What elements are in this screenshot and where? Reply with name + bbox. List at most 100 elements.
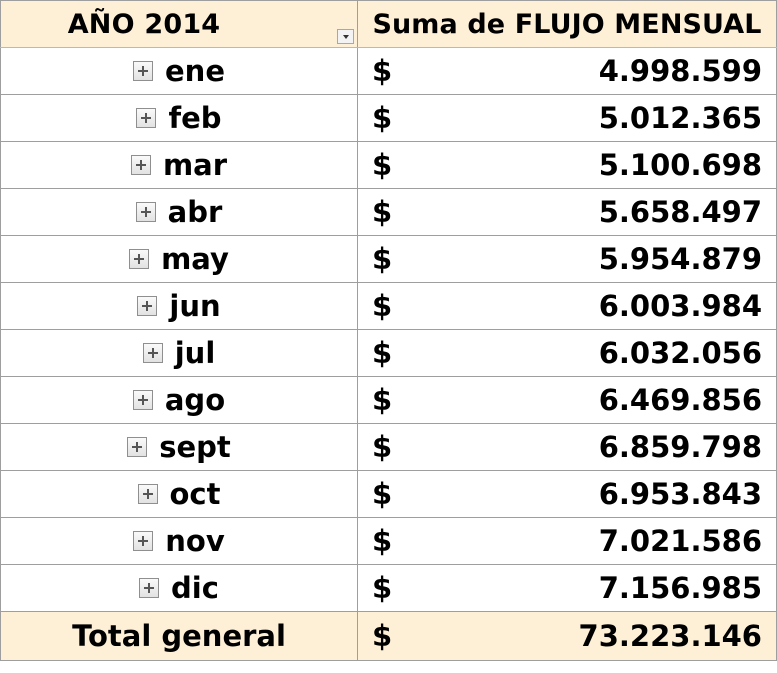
expand-plus-icon[interactable] [135,202,156,222]
expand-plus-icon[interactable] [133,61,153,81]
flow-value-group: $ 7.156.985 [358,571,776,605]
month-cell[interactable]: ago [0,376,358,424]
month-row: jun $ 6.003.984 [0,282,777,330]
flow-value: 7.156.985 [598,571,762,605]
month-row: ago $ 6.469.856 [0,376,777,424]
month-label-group: nov [133,524,225,558]
expand-plus-icon[interactable] [129,249,150,269]
month-label-group: ago [132,383,226,417]
month-label-group: mar [130,148,227,182]
month-row: sept $ 6.859.798 [0,423,777,471]
month-cell[interactable]: jul [0,329,358,377]
flow-value-group: $ 7.021.586 [358,524,776,558]
expand-plus-icon[interactable] [127,437,148,457]
month-row: jul $ 6.032.056 [0,329,777,377]
currency-symbol: $ [372,289,393,323]
currency-symbol: $ [372,619,393,653]
filter-dropdown-icon [342,34,349,39]
month-label: ene [165,54,225,88]
flow-value-cell[interactable]: $ 4.998.599 [357,47,777,95]
grand-total-label-cell[interactable]: Total general [0,611,358,661]
flow-value-group: $ 6.032.056 [358,336,776,370]
flow-value-cell[interactable]: $ 5.658.497 [357,188,777,236]
flow-value-cell[interactable]: $ 6.953.843 [357,470,777,518]
flow-value: 7.021.586 [598,524,762,558]
flow-value: 6.859.798 [598,430,762,464]
month-cell[interactable]: oct [0,470,358,518]
month-label: ago [164,383,226,417]
month-label: sept [159,430,231,464]
flow-value: 6.003.984 [598,289,762,323]
month-cell[interactable]: nov [0,517,358,565]
month-cell[interactable]: dic [0,564,358,612]
month-label-group: abr [135,195,223,229]
flow-value-group: $ 5.658.497 [358,195,776,229]
month-cell[interactable]: ene [0,47,358,95]
filter-dropdown-button[interactable] [337,29,354,44]
currency-symbol: $ [372,148,393,182]
flow-value-cell[interactable]: $ 7.156.985 [357,564,777,612]
month-row: ene $ 4.998.599 [0,47,777,95]
flow-value-group: $ 6.469.856 [358,383,776,417]
row-label-header-text: AÑO 2014 [67,8,221,40]
flow-value-cell[interactable]: $ 7.021.586 [357,517,777,565]
month-cell[interactable]: sept [0,423,358,471]
expand-plus-icon[interactable] [137,484,158,504]
flow-value-cell[interactable]: $ 6.032.056 [357,329,777,377]
flow-value: 6.032.056 [598,336,762,370]
month-cell[interactable]: may [0,235,358,283]
month-label: dic [171,571,219,605]
row-label-header[interactable]: AÑO 2014 [0,0,358,48]
flow-value-cell[interactable]: $ 6.003.984 [357,282,777,330]
currency-symbol: $ [372,54,393,88]
month-label-group: feb [136,101,222,135]
expand-plus-icon[interactable] [142,343,163,363]
flow-value-cell[interactable]: $ 6.469.856 [357,376,777,424]
currency-symbol: $ [372,571,393,605]
month-cell[interactable]: feb [0,94,358,142]
flow-value: 6.953.843 [598,477,762,511]
flow-value: 6.469.856 [598,383,762,417]
month-label: feb [168,101,222,135]
currency-symbol: $ [372,101,393,135]
flow-value: 5.100.698 [598,148,762,182]
month-label: abr [167,195,223,229]
expand-plus-icon[interactable] [133,531,154,551]
expand-plus-icon[interactable] [139,578,160,598]
month-label-group: jun [137,289,221,323]
flow-value-group: $ 5.012.365 [358,101,776,135]
expand-plus-icon[interactable] [136,108,157,128]
currency-symbol: $ [372,430,393,464]
month-cell[interactable]: abr [0,188,358,236]
month-cell[interactable]: jun [0,282,358,330]
flow-value-cell[interactable]: $ 5.100.698 [357,141,777,189]
flow-value-group: $ 6.859.798 [358,430,776,464]
flow-value-group: $ 4.998.599 [358,54,776,88]
flow-value-cell[interactable]: $ 5.012.365 [357,94,777,142]
currency-symbol: $ [372,524,393,558]
month-label-group: jul [142,336,216,370]
grand-total-value-cell[interactable]: $ 73.223.146 [357,611,777,661]
month-label: oct [169,477,221,511]
flow-value: 4.998.599 [598,54,762,88]
value-field-header[interactable]: Suma de FLUJO MENSUAL [357,0,777,48]
month-row: feb $ 5.012.365 [0,94,777,142]
flow-value-cell[interactable]: $ 6.859.798 [357,423,777,471]
month-row: mar $ 5.100.698 [0,141,777,189]
month-row: nov $ 7.021.586 [0,517,777,565]
expand-plus-icon[interactable] [130,155,151,175]
expand-plus-icon[interactable] [137,296,158,316]
flow-value-cell[interactable]: $ 5.954.879 [357,235,777,283]
grand-total-value: 73.223.146 [578,619,762,653]
value-field-header-text: Suma de FLUJO MENSUAL [372,8,762,40]
expand-plus-icon[interactable] [132,390,153,410]
flow-value: 5.012.365 [598,101,762,135]
month-cell[interactable]: mar [0,141,358,189]
currency-symbol: $ [372,477,393,511]
month-label: jul [174,336,216,370]
grand-total-label: Total general [72,619,286,653]
currency-symbol: $ [372,383,393,417]
month-row: abr $ 5.658.497 [0,188,777,236]
month-label: nov [165,524,225,558]
